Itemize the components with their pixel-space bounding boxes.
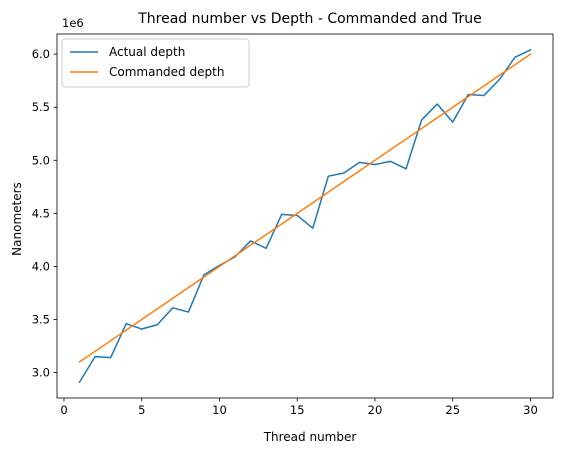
legend-box xyxy=(61,38,250,88)
chart-title: Thread number vs Depth - Commanded and T… xyxy=(137,11,482,27)
x-tick-label: 10 xyxy=(212,403,227,417)
x-axis-label: Thread number xyxy=(263,430,357,444)
y-axis: 3.0 3.5 4.0 4.5 5.0 5.5 6.0 xyxy=(32,47,57,380)
series-line-commanded-depth xyxy=(78,53,532,363)
y-axis-label: Nanometers xyxy=(10,182,24,256)
legend-label: Commanded depth xyxy=(109,65,224,79)
axes-frame xyxy=(56,33,554,399)
y-tick-label: 3.0 xyxy=(32,366,50,380)
legend-label: Actual depth xyxy=(109,45,185,59)
x-tick-label: 15 xyxy=(290,403,305,417)
y-tick-label: 3.5 xyxy=(32,312,50,326)
legend: Actual depth Commanded depth xyxy=(61,38,250,88)
y-tick-label: 5.5 xyxy=(32,100,50,114)
y-tick-label: 5.0 xyxy=(32,153,50,167)
y-axis-offset-text: 1e6 xyxy=(62,16,84,30)
plot-area xyxy=(78,48,532,384)
x-tick-label: 5 xyxy=(138,403,145,417)
x-tick-label: 25 xyxy=(445,403,460,417)
x-axis: 0 5 10 15 20 25 30 xyxy=(60,398,538,417)
y-tick-label: 4.5 xyxy=(32,206,50,220)
series-line-actual-depth xyxy=(78,48,532,384)
x-tick-label: 0 xyxy=(60,403,67,417)
y-tick-label: 6.0 xyxy=(32,47,50,61)
y-tick-label: 4.0 xyxy=(32,259,50,273)
x-tick-label: 20 xyxy=(368,403,383,417)
x-tick-label: 30 xyxy=(523,403,538,417)
